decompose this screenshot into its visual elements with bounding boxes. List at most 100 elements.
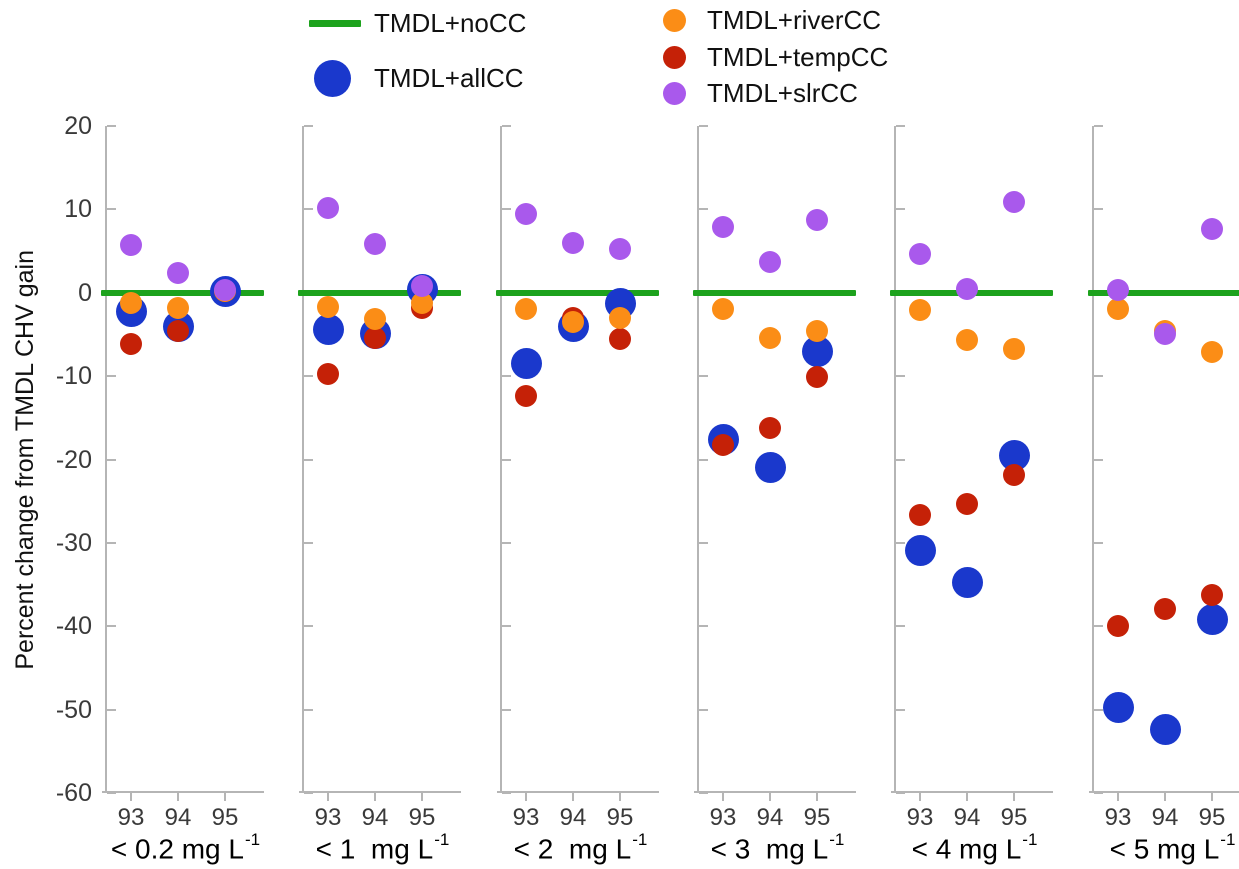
threshold-exponent: -1 <box>244 830 261 849</box>
data-point-riverCC <box>317 295 339 318</box>
x-tick-mark <box>1013 793 1015 801</box>
y-axis-line <box>105 126 107 793</box>
data-point-tempCC <box>515 385 537 408</box>
y-tick-label: -60 <box>55 779 92 807</box>
data-point-tempCC <box>712 434 734 457</box>
y-tick-mark <box>699 458 708 461</box>
data-point-riverCC <box>120 291 142 314</box>
y-tick-mark <box>896 208 905 211</box>
noCC-line-swatch <box>309 20 361 27</box>
threshold-exponent: -1 <box>434 830 450 849</box>
legend-item-noCC: TMDL+noCC <box>309 8 526 39</box>
y-tick-mark <box>304 625 313 628</box>
x-tick-label: 94 <box>361 804 389 831</box>
y-tick-label: -10 <box>55 362 92 391</box>
x-tick-mark <box>572 793 574 801</box>
panel-threshold-2mgL: 93 94 95 < 2 mg L-1 <box>496 125 660 869</box>
y-tick-mark <box>699 125 708 127</box>
legend-item-riverCC: TMDL+riverCC <box>663 5 881 36</box>
y-tick-label: -20 <box>55 445 92 474</box>
y-axis-line <box>302 126 304 793</box>
panel-threshold-5mgL: 93 94 95 < 5 mg L-1 <box>1088 125 1239 869</box>
x-tick-mark <box>374 793 376 801</box>
legend-item-allCC: TMDL+allCC <box>314 60 524 97</box>
data-point-slrCC <box>562 231 584 254</box>
data-point-riverCC <box>364 308 386 331</box>
y-tick-mark <box>896 458 905 461</box>
data-point-slrCC <box>364 233 386 256</box>
y-tick-mark <box>1094 125 1103 127</box>
x-tick-mark <box>327 793 329 801</box>
x-tick-label: 93 <box>117 804 145 831</box>
data-point-slrCC <box>120 234 142 257</box>
y-axis-line <box>894 126 896 793</box>
data-point-slrCC <box>1003 190 1025 213</box>
y-tick-mark <box>502 792 511 794</box>
x-tick-mark <box>769 793 771 801</box>
x-axis-line <box>1089 791 1239 793</box>
x-tick-label: 94 <box>756 804 784 831</box>
x-tick-mark <box>1117 793 1119 801</box>
panel-threshold-label: < 0.2 mg L-1 <box>110 830 261 865</box>
data-point-riverCC <box>806 320 828 343</box>
y-tick-mark <box>699 375 708 378</box>
y-tick-mark <box>1094 458 1103 461</box>
x-tick-label: 93 <box>512 804 540 831</box>
data-point-riverCC <box>759 326 781 349</box>
data-point-allCC <box>951 566 983 598</box>
data-point-tempCC <box>364 326 386 349</box>
y-tick-mark <box>896 625 905 628</box>
panel-threshold-label: < 1 mg L-1 <box>315 830 450 865</box>
y-tick-mark <box>699 708 708 711</box>
allCC-circle-swatch <box>314 60 351 97</box>
x-tick-label: 95 <box>408 804 436 831</box>
y-tick-mark <box>304 208 313 211</box>
x-tick-mark <box>619 793 621 801</box>
x-tick-label: 93 <box>1104 804 1132 831</box>
noCC-zero-line <box>496 289 659 296</box>
data-point-tempCC <box>317 363 339 386</box>
noCC-zero-line <box>101 289 264 296</box>
data-point-slrCC <box>806 209 828 232</box>
y-tick-mark <box>502 541 511 544</box>
noCC-zero-line <box>693 289 856 296</box>
y-tick-label: -40 <box>55 612 92 641</box>
data-point-riverCC <box>1201 340 1223 363</box>
x-tick-label: 94 <box>1151 804 1179 831</box>
data-point-tempCC <box>120 333 142 356</box>
y-tick-mark <box>1094 375 1103 378</box>
y-tick-mark <box>1094 792 1103 794</box>
data-point-slrCC <box>167 261 189 284</box>
panel-threshold-4mgL: 93 94 95 < 4 mg L-1 <box>890 125 1054 869</box>
data-point-slrCC <box>1154 323 1176 346</box>
data-point-slrCC <box>1201 218 1223 241</box>
panel-threshold-1mgL: 93 94 95 < 1 mg L-1 <box>298 125 462 869</box>
data-point-slrCC <box>759 250 781 273</box>
x-tick-mark <box>966 793 968 801</box>
panel-threshold-3mgL: 93 94 95 < 3 mg L-1 <box>693 125 857 869</box>
data-point-slrCC <box>1107 279 1129 302</box>
panel-threshold-0.2mgL: 93 94 95 < 0.2 mg L-1 <box>101 125 265 869</box>
noCC-zero-line <box>298 289 461 296</box>
y-tick-mark <box>107 708 116 711</box>
y-tick-mark <box>502 125 511 127</box>
x-axis-line <box>102 791 264 793</box>
data-point-riverCC <box>1003 337 1025 360</box>
x-tick-label: 93 <box>709 804 737 831</box>
y-tick-mark <box>304 125 313 127</box>
panel-threshold-label: < 3 mg L-1 <box>710 830 845 865</box>
y-tick-label: 20 <box>64 112 92 140</box>
data-point-riverCC <box>956 329 978 352</box>
data-point-slrCC <box>317 196 339 219</box>
data-point-tempCC <box>1201 584 1223 607</box>
y-tick-mark <box>107 541 116 544</box>
y-tick-mark <box>304 708 313 711</box>
y-tick-mark <box>502 375 511 378</box>
x-tick-label: 93 <box>906 804 934 831</box>
y-tick-mark <box>304 375 313 378</box>
y-tick-mark <box>107 458 116 461</box>
legend-label-allCC: TMDL+allCC <box>374 63 524 93</box>
y-tick-mark <box>1094 625 1103 628</box>
data-point-slrCC <box>515 203 537 226</box>
data-point-slrCC <box>411 275 433 298</box>
